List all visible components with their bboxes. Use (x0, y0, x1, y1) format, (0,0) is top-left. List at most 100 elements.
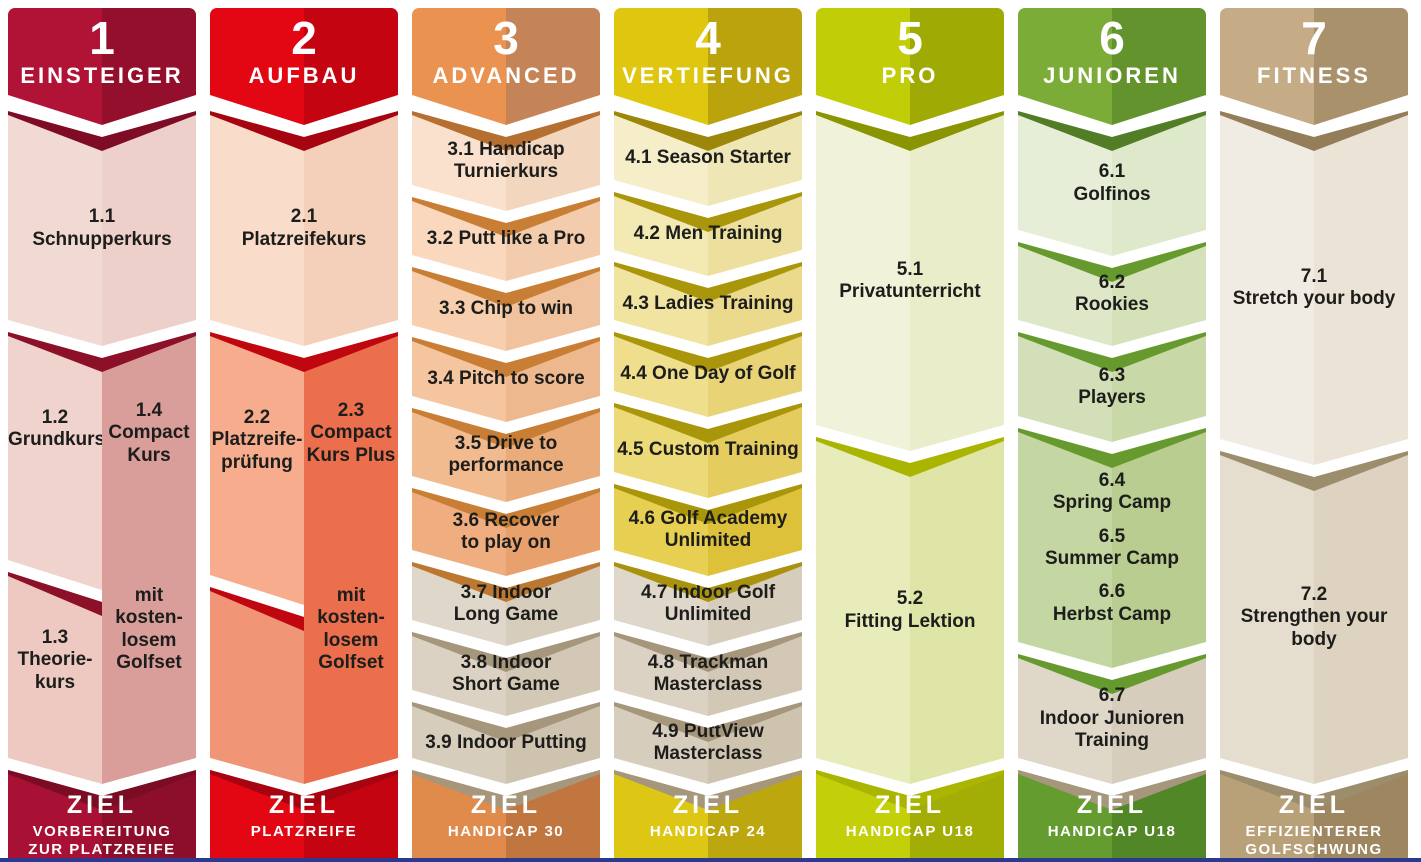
column-title: FITNESS (1257, 63, 1371, 89)
segment-6-1: 6.1 Golfinos (1018, 111, 1206, 256)
segment-5-2: 5.2 Fitting Lektion (816, 437, 1004, 784)
footer-junioren: ZIEL HANDICAP U18 (1018, 770, 1206, 858)
segment-label: 6.6 Herbst Camp (1052, 581, 1172, 625)
column-advanced: 3 ADVANCED 3.1 Handicap Turnierkurs 3.2 … (412, 8, 600, 858)
segment-6-4-to-6-6: 6.4 Spring Camp 6.5 Summer Camp 6.6 Herb… (1018, 428, 1206, 668)
ziel-label: ZIEL (66, 791, 138, 819)
column-title: EINSTEIGER (20, 63, 184, 89)
segment-label: 4.1 Season Starter (625, 147, 791, 169)
ziel-label: ZIEL (874, 791, 946, 819)
goal-text: HANDICAP 24 (649, 822, 767, 840)
segment-label: 5.2 Fitting Lektion (844, 588, 976, 632)
goal-text: EFFIZIENTERER GOLFSCHWUNG (1245, 822, 1383, 859)
segment-label: 4.2 Men Training (633, 222, 783, 244)
segment-label: 3.8 Indoor Short Game (452, 651, 560, 695)
segment-2-1: 2.1 Platzreifekurs (210, 111, 398, 346)
segment-label: 5.1 Privatunterricht (839, 258, 981, 302)
panel-right-2-3: 2.3 Compact Kurs Plus mit kosten- losem … (304, 332, 398, 784)
segment-group-1-2-to-1-4: 1.4 Compact Kurs mit kosten- losem Golfs… (8, 332, 196, 784)
segment-3-1: 3.1 Handicap Turnierkurs (412, 111, 600, 211)
segment-label: 3.6 Recover to play on (452, 509, 560, 553)
segment-7-1: 7.1 Stretch your body (1220, 111, 1408, 465)
segment-label: 7.1 Stretch your body (1232, 265, 1396, 309)
column-aufbau: 2 AUFBAU 2.1 Platzreifekurs 2.3 Compact … (210, 8, 398, 858)
segment-label: 3.1 Handicap Turnierkurs (447, 138, 565, 182)
segment-label: 1.3 Theorie- kurs (17, 627, 93, 693)
column-title: VERTIEFUNG (622, 63, 794, 89)
column-number: 5 (897, 12, 923, 64)
segment-label: 6.4 Spring Camp (1052, 469, 1172, 514)
segment-label: mit kosten- losem Golfset (115, 585, 183, 674)
column-number: 4 (695, 12, 721, 64)
panel-left-1-2: 1.2 Grundkurs (8, 332, 102, 590)
column-title: JUNIOREN (1043, 63, 1181, 89)
segment-label: 6.2 Rookies (1075, 271, 1149, 315)
segment-label: 4.9 PuttView Masterclass (652, 720, 764, 764)
column-einsteiger: 1 EINSTEIGER 1.1 Schnupperkurs 1.4 Compa… (8, 8, 196, 858)
column-title: AUFBAU (248, 63, 360, 89)
segment-label: 2.3 Compact Kurs Plus (306, 400, 396, 466)
column-title: PRO (881, 63, 939, 89)
column-fitness: 7 FITNESS 7.1 Stretch your body 7.2 Stre… (1220, 8, 1408, 858)
header-fitness: 7 FITNESS (1220, 8, 1408, 125)
segment-3-5: 3.5 Drive to performance (412, 408, 600, 502)
ziel-label: ZIEL (1278, 791, 1350, 819)
header-advanced: 3 ADVANCED (412, 8, 600, 125)
header-pro: 5 PRO (816, 8, 1004, 125)
segment-label: 1.1 Schnupperkurs (32, 206, 172, 250)
segment-label: 1.2 Grundkurs (8, 407, 106, 451)
panel-right-1-4: 1.4 Compact Kurs mit kosten- losem Golfs… (102, 332, 196, 784)
goal-text: VORBEREITUNG ZUR PLATZREIFE (28, 822, 176, 859)
panel-left-2-2: 2.2 Platzreife- prüfung (210, 332, 304, 605)
column-pro: 5 PRO 5.1 Privatunterricht 5.2 Fitting L… (816, 8, 1004, 858)
segment-label: 3.4 Pitch to score (427, 368, 585, 390)
goal-text: HANDICAP 30 (447, 822, 565, 840)
footer-advanced: ZIEL HANDICAP 30 (412, 770, 600, 858)
segment-label: 1.4 Compact Kurs (108, 400, 190, 466)
header-junioren: 6 JUNIOREN (1018, 8, 1206, 125)
segment-label: 3.5 Drive to performance (448, 432, 564, 476)
segment-label: 6.1 Golfinos (1073, 161, 1151, 205)
segment-4-5: 4.5 Custom Training (614, 403, 802, 498)
segment-label: 7.2 Strengthen your body (1240, 583, 1388, 650)
column-junioren: 6 JUNIOREN 6.1 Golfinos 6.2 Rookies 6.3 … (1018, 8, 1206, 858)
segment-4-1: 4.1 Season Starter (614, 111, 802, 206)
column-title: ADVANCED (432, 63, 580, 89)
segment-6-2: 6.2 Rookies (1018, 242, 1206, 346)
segment-label: 3.3 Chip to win (438, 297, 574, 319)
segment-label: 4.6 Golf Academy Unlimited (628, 507, 788, 551)
ziel-label: ZIEL (470, 791, 542, 819)
segment-label: 4.4 One Day of Golf (620, 363, 796, 385)
goal-text: PLATZREIFE (250, 822, 358, 840)
column-number: 6 (1099, 12, 1125, 64)
ziel-label: ZIEL (1076, 791, 1148, 819)
panel-left-empty (210, 587, 304, 784)
goal-text: HANDICAP U18 (845, 822, 975, 840)
ziel-label: ZIEL (268, 791, 340, 819)
segment-label: mit kosten- losem Golfset (317, 585, 385, 674)
goal-text: HANDICAP U18 (1047, 822, 1177, 840)
segment-group-2-2-to-2-3: 2.3 Compact Kurs Plus mit kosten- losem … (210, 332, 398, 784)
segment-label: 6.5 Summer Camp (1044, 525, 1180, 569)
segment-7-2: 7.2 Strengthen your body (1220, 451, 1408, 784)
segment-label: 4.3 Ladies Training (622, 292, 794, 314)
column-number: 7 (1301, 12, 1327, 64)
column-number: 1 (89, 12, 115, 64)
segment-label: 3.2 Putt like a Pro (426, 227, 586, 249)
segment-label: 3.9 Indoor Putting (425, 731, 587, 753)
segment-label: 4.7 Indoor Golf Unlimited (640, 581, 776, 625)
segment-1-1: 1.1 Schnupperkurs (8, 111, 196, 346)
bottom-blue-bar (0, 858, 1421, 862)
segment-label: 2.1 Platzreifekurs (241, 206, 367, 250)
header-aufbau: 2 AUFBAU (210, 8, 398, 125)
segment-label: 2.2 Platzreife- prüfung (211, 407, 303, 473)
column-number: 2 (291, 12, 317, 64)
ziel-label: ZIEL (672, 791, 744, 819)
segment-6-3: 6.3 Players (1018, 332, 1206, 442)
segment-label: 4.5 Custom Training (617, 439, 799, 461)
header-einsteiger: 1 EINSTEIGER (8, 8, 196, 125)
segment-label: 4.8 Trackman Masterclass (647, 651, 769, 695)
segment-5-1: 5.1 Privatunterricht (816, 111, 1004, 451)
segment-label: 6.3 Players (1078, 364, 1146, 408)
